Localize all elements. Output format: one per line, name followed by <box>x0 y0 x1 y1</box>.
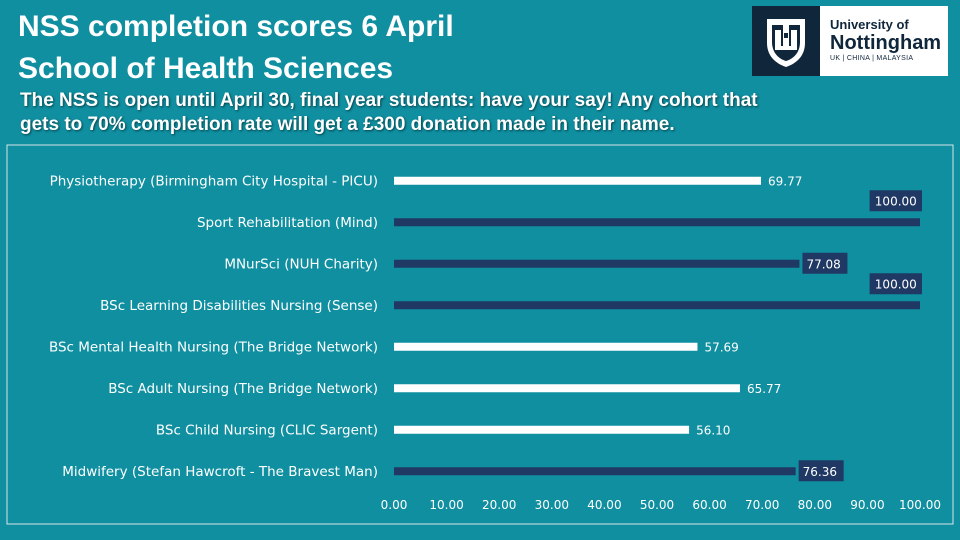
category-label: BSc Child Nursing (CLIC Sargent) <box>156 422 378 438</box>
logo-text-line-2: Nottingham <box>830 32 942 54</box>
x-tick-label: 80.00 <box>798 498 832 512</box>
university-logo: University of Nottingham UK | CHINA | MA… <box>752 6 948 76</box>
data-label: 100.00 <box>875 277 917 291</box>
logo-text-line-3: UK | CHINA | MALAYSIA <box>830 55 914 62</box>
bar <box>394 425 690 434</box>
data-label-box <box>869 190 922 212</box>
x-tick-label: 50.00 <box>640 498 674 512</box>
data-label: 100.00 <box>875 194 917 208</box>
x-tick-label: 20.00 <box>482 498 516 512</box>
x-tick-label: 0.00 <box>381 498 408 512</box>
category-label: BSc Learning Disabilities Nursing (Sense… <box>100 298 378 314</box>
bar <box>394 301 920 310</box>
data-label-box <box>869 273 922 295</box>
category-label: Physiotherapy (Birmingham City Hospital … <box>50 173 378 189</box>
x-tick-label: 30.00 <box>535 498 569 512</box>
bar <box>394 218 920 227</box>
x-tick-label: 90.00 <box>850 498 884 512</box>
data-label: 69.77 <box>768 174 802 188</box>
data-label-box <box>798 460 844 482</box>
x-tick-label: 70.00 <box>745 498 779 512</box>
x-tick-label: 100.00 <box>899 498 941 512</box>
page-title: NSS completion scores 6 April <box>18 10 454 43</box>
data-label: 77.08 <box>806 257 840 271</box>
plot-area-frame <box>6 144 954 525</box>
logo-text-line-1: University of <box>830 17 909 32</box>
x-tick-label: 60.00 <box>692 498 726 512</box>
data-label: 56.10 <box>696 423 730 437</box>
bar <box>394 467 796 476</box>
data-label: 65.77 <box>747 382 781 396</box>
category-label: BSc Adult Nursing (The Bridge Network) <box>108 381 378 397</box>
castle-crest-icon <box>752 6 820 76</box>
announcement-line-1: The NSS is open until April 30, final ye… <box>20 90 758 111</box>
bar <box>394 342 698 351</box>
category-label: Midwifery (Stefan Hawcroft - The Bravest… <box>62 464 378 480</box>
category-label: MNurSci (NUH Charity) <box>224 256 378 272</box>
bar <box>394 384 740 393</box>
data-label: 57.69 <box>704 340 738 354</box>
x-tick-label: 10.00 <box>429 498 463 512</box>
bar <box>394 176 761 185</box>
x-tick-label: 40.00 <box>587 498 621 512</box>
announcement-text: The NSS is open until April 30, final ye… <box>20 89 920 137</box>
page-title-line-2: School of Health Sciences <box>18 52 394 85</box>
announcement-line-2: gets to 70% completion rate will get a £… <box>20 114 675 135</box>
data-label: 76.36 <box>803 465 837 479</box>
category-label: BSc Mental Health Nursing (The Bridge Ne… <box>49 339 378 355</box>
data-label-box <box>802 252 848 274</box>
bar <box>394 259 800 268</box>
category-label: Sport Rehabilitation (Mind) <box>197 215 378 231</box>
